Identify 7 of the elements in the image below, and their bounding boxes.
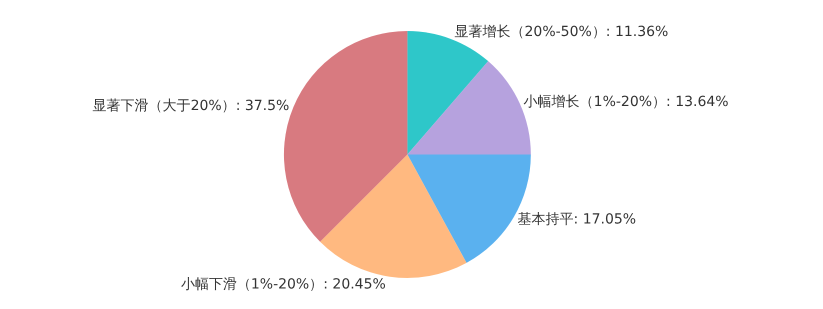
slice-label: 小幅下滑（1%-20%）: 20.45%: [180, 276, 386, 293]
pie-slice: [320, 154, 467, 278]
slice-label: 显著下滑（大于20%）: 37.5%: [92, 98, 290, 114]
slice-label: 显著增长（20%-50%）: 11.36%: [454, 24, 668, 40]
slice-label: 基本持平: 17.05%: [518, 212, 636, 228]
slice-label: 小幅增长（1%-20%）: 13.64%: [524, 94, 729, 110]
pie-slice: [407, 154, 531, 263]
